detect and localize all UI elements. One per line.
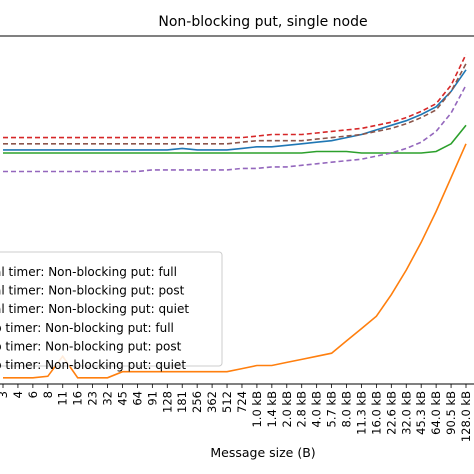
series-line-1 (3, 69, 467, 151)
legend-entry-2: al timer: Non-blocking put: post (0, 284, 185, 298)
x-tick-label: 64 (130, 391, 144, 406)
x-tick-label: 16.0 kB (369, 391, 383, 435)
x-tick-label: 91 (145, 391, 159, 406)
x-tick-label: 6 (26, 391, 40, 398)
series-line-5 (3, 63, 467, 145)
x-tick-label: 128.0 kB (459, 391, 473, 442)
chart-title: Non-blocking put, single node (158, 14, 367, 30)
x-tick-label: 11 (56, 391, 70, 406)
legend-entry-6: p timer: Non-blocking put: quiet (0, 358, 186, 372)
x-ticks: 3468111623324564911281812563625127241.0 … (0, 384, 473, 442)
series-layer (3, 54, 467, 379)
x-tick-label: 362 (205, 391, 219, 413)
x-tick-label: 181 (175, 391, 189, 413)
x-tick-label: 8.0 kB (340, 391, 354, 428)
legend-entry-5: p timer: Non-blocking put: post (0, 339, 182, 353)
x-tick-label: 64.0 kB (429, 391, 443, 435)
series-line-6 (3, 84, 467, 173)
x-tick-label: 90.5 kB (444, 391, 458, 435)
x-tick-label: 724 (235, 391, 249, 413)
x-tick-label: 45.3 kB (414, 391, 428, 435)
legend-box (0, 251, 223, 367)
x-tick-label: 1.0 kB (250, 391, 264, 428)
x-tick-label: 5.7 kB (325, 391, 339, 428)
x-axis-label: Message size (B) (210, 445, 315, 460)
x-tick-label: 2.0 kB (280, 391, 294, 428)
legend-entry-3: al timer: Non-blocking put: quiet (0, 302, 189, 316)
x-tick-label: 16 (71, 391, 85, 406)
x-tick-label: 32 (101, 391, 115, 406)
x-tick-label: 1.4 kB (265, 391, 279, 428)
x-tick-label: 2.8 kB (295, 391, 309, 428)
legend-entry-1: al timer: Non-blocking put: full (0, 265, 177, 279)
x-tick-label: 128 (160, 391, 174, 413)
legend: al timer: Non-blocking put: full al timer… (0, 251, 223, 372)
x-tick-label: 4 (11, 391, 25, 398)
x-tick-label: 11.3 kB (354, 391, 368, 435)
x-tick-label: 32.0 kB (399, 391, 413, 435)
x-tick-label: 256 (190, 391, 204, 413)
legend-entry-4: p timer: Non-blocking put: full (0, 321, 174, 335)
x-tick-label: 8 (41, 391, 55, 398)
x-tick-label: 45 (115, 391, 129, 406)
axes (0, 35, 474, 385)
x-tick-label: 3 (0, 391, 10, 398)
x-tick-label: 512 (220, 391, 234, 413)
x-tick-label: 22.6 kB (384, 391, 398, 435)
series-line-2 (3, 143, 467, 379)
series-line-4 (3, 54, 467, 139)
x-tick-label: 23 (86, 391, 100, 406)
x-tick-label: 4.0 kB (310, 391, 324, 428)
